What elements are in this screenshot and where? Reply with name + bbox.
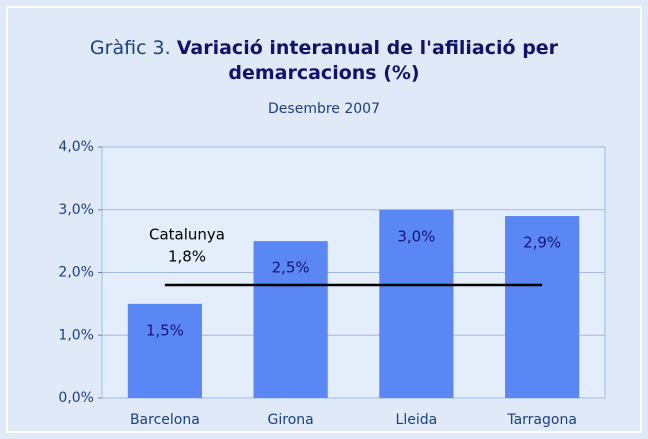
subtitle: Desembre 2007	[268, 101, 380, 117]
x-tick-label: Tarragona	[506, 412, 577, 428]
reference-name: Catalunya	[149, 226, 225, 244]
x-tick-label: Barcelona	[130, 412, 200, 428]
data-label: 2,5%	[272, 259, 310, 277]
data-label: 1,5%	[146, 321, 184, 339]
data-label: 2,9%	[523, 234, 561, 252]
y-tick-label: 2,0%	[58, 265, 94, 281]
bar	[505, 216, 580, 398]
x-tick-label: Lleida	[396, 412, 438, 428]
x-tick-label: Girona	[268, 412, 314, 428]
frame	[6, 6, 642, 433]
y-tick-label: 4,0%	[58, 139, 94, 155]
bar	[127, 303, 202, 398]
y-tick-label: 0,0%	[58, 390, 94, 406]
y-tick-label: 1,0%	[58, 327, 94, 343]
title-main: Variació interanual de l'afiliació per d…	[176, 37, 559, 84]
title-prefix: Gràfic 3.	[89, 37, 171, 59]
data-label: 3,0%	[397, 227, 435, 245]
chart-title: Gràfic 3. Variació interanual de l'afili…	[60, 36, 588, 86]
reference-label: 1,8%	[168, 248, 206, 266]
bar	[379, 209, 454, 398]
bar	[253, 241, 328, 398]
y-tick-label: 3,0%	[58, 202, 94, 218]
